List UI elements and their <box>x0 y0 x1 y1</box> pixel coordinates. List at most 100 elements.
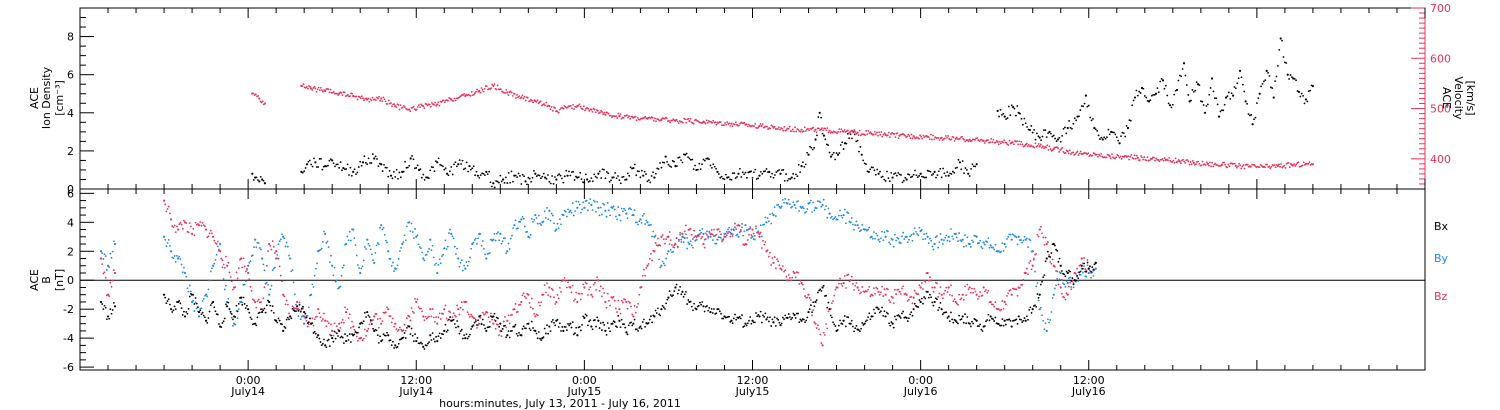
density-point <box>392 170 395 173</box>
by-point <box>582 201 585 204</box>
by-point <box>994 243 997 246</box>
velocity-point <box>773 125 776 128</box>
velocity-point <box>733 123 736 126</box>
velocity-point <box>1037 142 1040 145</box>
bz-point <box>544 291 547 294</box>
density-point <box>573 179 576 181</box>
bz-point <box>312 324 315 327</box>
by-point <box>997 250 1000 253</box>
by-point <box>391 261 394 264</box>
by-point <box>602 202 604 205</box>
bz-point <box>598 289 601 292</box>
bx-point <box>695 308 698 311</box>
density-point <box>481 172 483 175</box>
bx-point <box>370 323 373 325</box>
bz-point <box>849 279 852 282</box>
density-point <box>1055 140 1058 143</box>
density-point <box>493 186 496 189</box>
velocity-point <box>1143 156 1146 158</box>
density-point <box>970 167 972 170</box>
density-point <box>548 180 551 183</box>
bx-point <box>254 322 257 325</box>
bz-point <box>647 262 650 265</box>
density-point <box>1297 90 1301 93</box>
density-point <box>1248 114 1251 117</box>
bx-point <box>442 333 445 336</box>
by-point <box>787 198 790 201</box>
velocity-point <box>495 88 498 91</box>
by-point <box>303 322 306 325</box>
velocity-point <box>590 108 593 111</box>
density-point <box>1036 132 1038 135</box>
by-point <box>978 242 980 244</box>
density-point <box>1108 133 1111 136</box>
bz-point <box>471 315 474 318</box>
bx-point <box>650 315 652 318</box>
bx-point <box>648 318 651 321</box>
bx-point <box>508 336 511 339</box>
velocity-point <box>627 116 629 119</box>
by-point <box>780 205 783 208</box>
bz-point <box>950 284 952 287</box>
density-point <box>1185 84 1188 86</box>
by-point <box>682 241 685 244</box>
density-point <box>1007 105 1010 108</box>
bx-point <box>867 316 869 319</box>
by-point <box>591 209 594 211</box>
bx-point <box>884 315 887 318</box>
velocity-point <box>865 129 868 132</box>
velocity-point <box>626 114 628 117</box>
velocity-point <box>1058 151 1061 153</box>
velocity-point <box>1002 141 1004 144</box>
velocity-point <box>918 137 920 140</box>
by-point <box>818 200 820 203</box>
bx-point <box>223 317 226 320</box>
bx-point <box>685 290 687 293</box>
velocity-point <box>1311 163 1315 166</box>
bz-point <box>380 322 383 325</box>
bz-point <box>211 232 213 235</box>
bx-point <box>971 320 973 323</box>
velocity-point <box>703 121 706 124</box>
velocity-point <box>1177 159 1180 161</box>
by-point <box>646 221 649 224</box>
bz-point <box>644 274 646 277</box>
bz-point <box>630 305 632 308</box>
velocity-point <box>522 97 525 100</box>
bx-point <box>323 338 325 341</box>
bx-point <box>102 308 105 311</box>
by-point <box>169 245 171 247</box>
bx-point <box>655 312 658 314</box>
bz-point <box>1090 272 1092 274</box>
bz-point <box>713 228 715 231</box>
velocity-point <box>968 138 971 141</box>
density-point <box>488 170 491 173</box>
density-point <box>1152 94 1155 96</box>
bx-point <box>699 301 701 304</box>
velocity-point <box>883 132 886 135</box>
velocity-point <box>556 110 559 113</box>
bx-point <box>515 332 518 335</box>
bz-point <box>255 306 258 309</box>
bx-point <box>497 317 499 320</box>
bx-point <box>511 329 513 332</box>
density-point <box>643 170 646 173</box>
velocity-point <box>402 104 405 107</box>
bx-point <box>640 327 643 330</box>
bx-point <box>741 314 743 316</box>
bz-point <box>932 290 935 293</box>
density-point <box>422 173 425 176</box>
bx-point <box>438 332 441 335</box>
bz-point <box>683 230 686 233</box>
bx-point <box>542 336 545 338</box>
by-point <box>600 213 603 216</box>
density-point <box>489 181 492 184</box>
by-point <box>1042 319 1045 322</box>
density-point <box>1255 102 1258 105</box>
bx-point <box>337 335 339 337</box>
bx-point <box>829 314 832 317</box>
bz-point <box>769 251 771 254</box>
velocity-point <box>464 94 467 98</box>
density-point <box>696 168 699 171</box>
